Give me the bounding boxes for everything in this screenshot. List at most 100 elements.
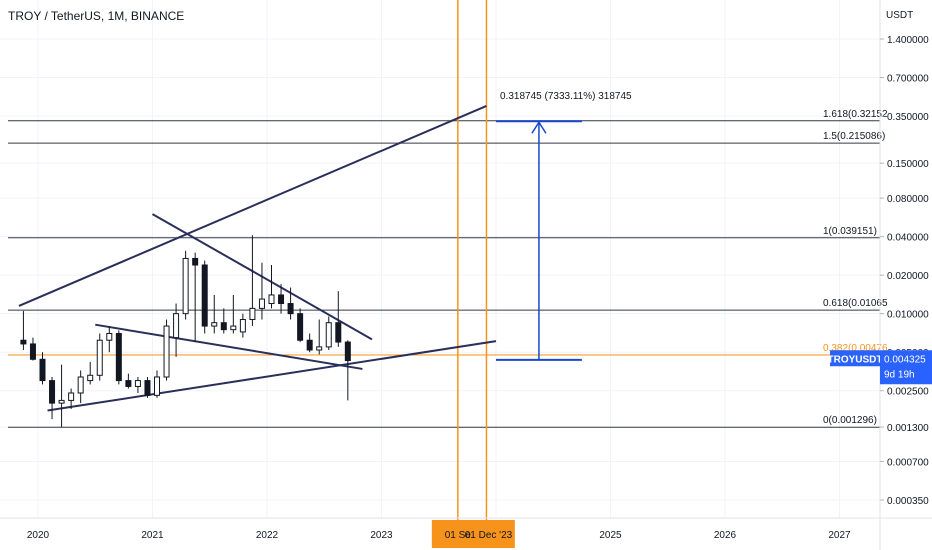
candle: [220, 308, 227, 334]
candle: [134, 376, 141, 393]
y-tick-label: 1.400000: [887, 35, 929, 46]
y-tick-label: 0.000700: [887, 457, 929, 468]
candle-body: [278, 294, 285, 305]
candle-body: [106, 332, 113, 341]
candle: [278, 284, 285, 314]
candle: [249, 235, 256, 327]
candle: [106, 326, 113, 353]
candle: [335, 291, 342, 347]
candle: [201, 260, 208, 334]
date-marker-label: 01 Se: [445, 530, 472, 541]
candle: [20, 310, 27, 351]
candle-body: [39, 358, 46, 382]
candle: [306, 333, 313, 353]
candle: [192, 252, 199, 343]
candle: [144, 376, 151, 398]
chart-title: TROY / TetherUS, 1M, BINANCE: [8, 9, 185, 23]
y-tick-label: 0.002500: [887, 387, 929, 398]
candle: [297, 308, 304, 343]
fib-label: 1(0.039151): [823, 226, 877, 237]
candle: [96, 333, 103, 381]
candle-body: [258, 298, 265, 309]
candle: [344, 340, 351, 401]
y-tick-label: 0.040000: [887, 233, 929, 244]
x-tick-label: 2022: [256, 530, 279, 541]
projection-label: 0.318745 (7333.11%) 318745: [500, 91, 632, 102]
candle-body: [239, 319, 246, 333]
price-tag-value: 0.004325: [884, 354, 926, 365]
y-tick-label: 0.150000: [887, 159, 929, 170]
candle-body: [306, 339, 313, 351]
candle: [87, 361, 94, 385]
candle: [115, 330, 122, 385]
price-tag: [880, 350, 932, 385]
candle: [68, 388, 75, 409]
candle: [182, 250, 189, 320]
y-tick-label: 0.700000: [887, 74, 929, 85]
date-markers: [457, 0, 488, 548]
candle-body: [163, 325, 170, 378]
fib-label: 1.5(0.215086): [823, 131, 885, 142]
candle-body: [96, 339, 103, 376]
candle-body: [268, 294, 275, 305]
candle-body: [68, 392, 75, 401]
candle: [163, 319, 170, 381]
candle-body: [297, 313, 304, 341]
candle-body: [249, 307, 256, 321]
candle-body: [144, 380, 151, 396]
candle-body: [201, 264, 208, 327]
symbol-tag-label: TROYUSDT: [828, 354, 883, 365]
candle-body: [154, 376, 160, 396]
candle-body: [29, 343, 36, 360]
fib-label: 0(0.001296): [823, 415, 877, 426]
y-axis: USDT 1.400000 0.700000 0.350000 0.150000 0.08…: [880, 10, 929, 507]
candle-body: [316, 346, 323, 351]
candle-body: [211, 322, 218, 327]
candle: [316, 319, 323, 355]
candle-body: [115, 332, 122, 382]
candle-body: [125, 380, 132, 387]
last-price-tag: TROYUSDT 0.004325 9d 19h: [828, 350, 932, 385]
x-tick-label: 2020: [27, 530, 50, 541]
fib-label: 0.618(0.01065: [823, 298, 888, 309]
projection-arrow-head: [531, 120, 547, 134]
candle: [29, 337, 36, 361]
candle-body: [182, 257, 189, 315]
candle: [325, 316, 332, 351]
candle-body: [173, 313, 180, 339]
candle-body: [344, 341, 351, 362]
y-tick-label: 0.010000: [887, 310, 929, 321]
projection-tool: 0.318745 (7333.11%) 318745: [496, 91, 632, 361]
candle: [173, 303, 180, 357]
candle: [39, 352, 46, 385]
candle-body: [134, 380, 141, 387]
candle-body: [325, 322, 332, 348]
trendline: [47, 340, 497, 412]
candle-body: [87, 374, 94, 382]
x-tick-label: 2026: [714, 530, 737, 541]
candle: [77, 370, 84, 404]
date-marker-label: 01 Dec '23: [465, 530, 513, 541]
candle-body: [20, 339, 27, 345]
y-tick-label: 0.080000: [887, 194, 929, 205]
x-tick-label: 2021: [141, 530, 164, 541]
candle-body: [192, 257, 199, 266]
candle: [154, 370, 160, 398]
y-axis-unit: USDT: [886, 10, 913, 21]
candle: [125, 373, 132, 389]
candle: [258, 262, 265, 320]
candle: [49, 376, 56, 420]
candle: [211, 294, 218, 334]
fib-label: 1.618(0.32152: [823, 109, 888, 120]
trendline: [95, 323, 363, 370]
candle: [58, 364, 65, 428]
date-marker-tag: [431, 520, 515, 548]
y-tick-label: 0.020000: [887, 271, 929, 282]
candle-body: [230, 325, 237, 331]
candle: [268, 265, 275, 309]
candle-body: [49, 380, 56, 404]
candle-body: [287, 303, 294, 315]
x-tick-label: 2023: [370, 530, 393, 541]
